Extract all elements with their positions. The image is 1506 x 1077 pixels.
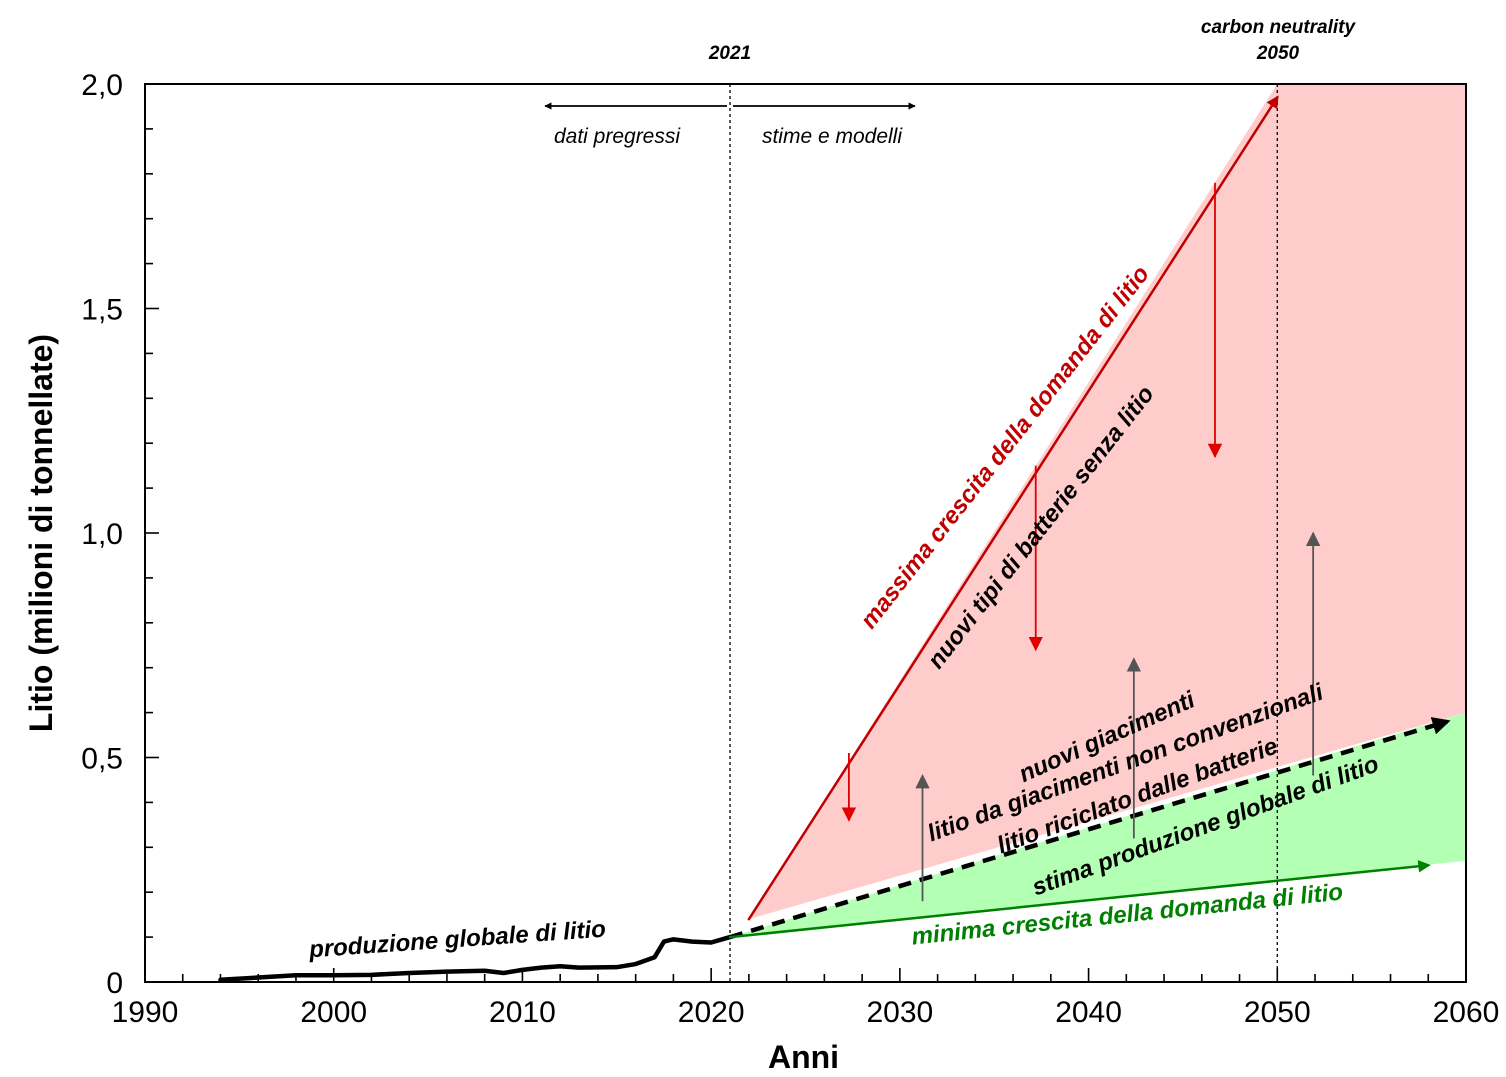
y-tick-label: 0,5 <box>81 743 123 776</box>
range-area-production <box>730 712 1466 938</box>
x-tick-label: 2040 <box>1055 996 1122 1029</box>
x-tick-label: 2020 <box>678 996 745 1029</box>
x-tick-label: 1990 <box>112 996 179 1029</box>
y-axis-title: Litio (milioni di tonnellate) <box>23 334 59 732</box>
x-tick-label: 2060 <box>1433 996 1500 1029</box>
period-label-future: stime e modelli <box>762 125 903 148</box>
annotation-6: produzione globale di litio <box>307 916 606 964</box>
series-line-2 <box>747 95 1279 921</box>
x-tick-label: 2010 <box>489 996 556 1029</box>
y-tick-label: 2,0 <box>81 69 123 102</box>
y-tick-label: 1,0 <box>81 518 123 551</box>
series-line-1 <box>729 717 1451 940</box>
series-line-0 <box>218 934 733 983</box>
series-line-3 <box>728 860 1431 939</box>
reference-label-2050: 2050 <box>1256 43 1300 64</box>
period-label-past: dati pregressi <box>554 125 681 148</box>
range-area-demand <box>748 84 1466 920</box>
x-tick-label: 2000 <box>300 996 367 1029</box>
x-axis-title: Anni <box>768 1039 839 1075</box>
reference-label-2021: 2021 <box>708 43 751 64</box>
reference-label-carbon-neutrality: carbon neutrality <box>1201 17 1357 38</box>
x-tick-label: 2050 <box>1244 996 1311 1029</box>
y-tick-label: 1,5 <box>81 294 123 327</box>
y-tick-label: 0 <box>106 967 123 1000</box>
x-tick-label: 2030 <box>866 996 933 1029</box>
